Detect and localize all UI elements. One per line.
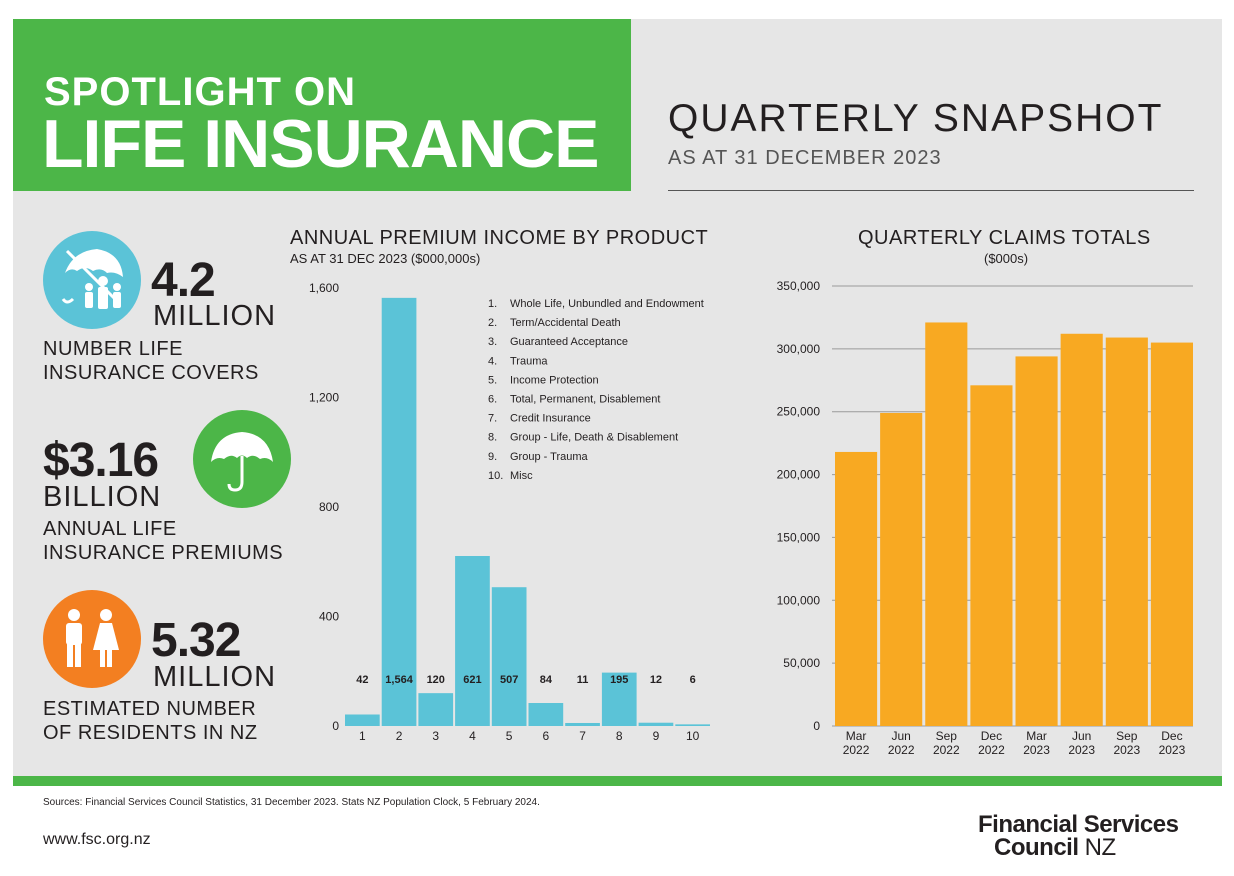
stat-residents-desc-1: ESTIMATED NUMBER [43,698,257,720]
title-banner: SPOTLIGHT ON LIFE INSURANCE [13,19,631,191]
stat-premiums-desc-1: ANNUAL LIFE [43,518,177,540]
logo-word-council: Council [994,834,1079,861]
stat-premiums-number: $3.16 [43,434,159,487]
snapshot-rule [668,190,1194,191]
claims-chart-subtitle: ($000s) [984,251,1029,266]
family-umbrella-icon [43,231,141,329]
stat-covers-number: 4.2 [151,254,216,307]
logo-word-nz: NZ [1084,834,1117,861]
website-link[interactable]: www.fsc.org.nz [43,831,151,848]
claims-chart-title: QUARTERLY CLAIMS TOTALS [858,227,1151,249]
stat-covers-desc-1: NUMBER LIFE [43,338,183,360]
stat-residents-unit: MILLION [153,661,277,693]
logo-line-2: Council NZ [994,834,1116,862]
footer-divider [13,776,1222,786]
stat-premiums-desc-2: INSURANCE PREMIUMS [43,542,284,564]
premium-chart-subtitle: AS AT 31 DEC 2023 ($000,000s) [290,251,481,266]
people-icon [43,590,141,688]
stat-residents-number: 5.32 [151,614,241,667]
stat-premiums-unit: BILLION [43,481,162,513]
stat-covers-unit: MILLION [153,300,277,332]
stat-covers-desc-2: INSURANCE COVERS [43,362,259,384]
banner-line-2: LIFE INSURANCE [42,106,599,182]
umbrella-icon [193,410,291,508]
stat-residents-desc-2: OF RESIDENTS IN NZ [43,722,258,744]
sources-note: Sources: Financial Services Council Stat… [43,797,540,808]
premium-chart-title: ANNUAL PREMIUM INCOME BY PRODUCT [290,227,709,249]
snapshot-subtitle: AS AT 31 DECEMBER 2023 [668,147,942,169]
snapshot-title: QUARTERLY SNAPSHOT [668,97,1164,140]
banner-line-1: SPOTLIGHT ON [44,70,356,114]
logo-line-1: Financial Services [978,811,1179,838]
